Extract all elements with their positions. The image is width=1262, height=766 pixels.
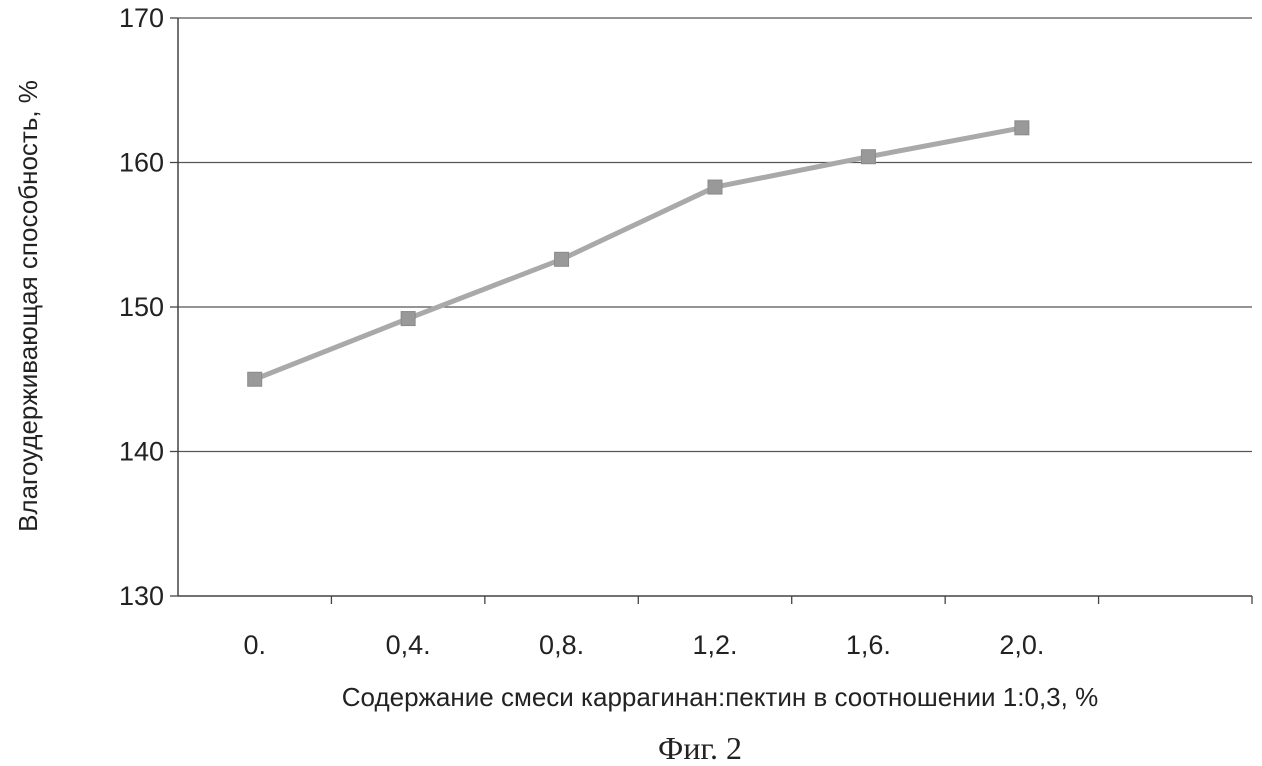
y-tick-label: 130 [119,581,164,611]
x-tick-label: 0,8. [539,630,584,660]
x-tick-label: 1,6. [846,630,891,660]
x-axis-label: Содержание смеси каррагинан:пектин в соо… [342,682,1098,712]
y-tick-label: 150 [119,292,164,322]
y-tick-labels: 130 140 150 160 170 [119,3,164,611]
x-tick-label: 0. [243,630,266,660]
y-axis-label: Влагоудерживающая способность, % [13,80,43,532]
series [248,121,1029,386]
series-line [255,128,1022,379]
x-tick-label: 2,0. [999,630,1044,660]
data-point [401,312,415,326]
x-tick-label: 1,2. [692,630,737,660]
data-point [708,180,722,194]
y-tick-label: 160 [119,148,164,178]
axes [170,18,1252,604]
x-tick-label: 0,4. [386,630,431,660]
data-point [555,252,569,266]
gridlines [178,18,1252,452]
data-point [1015,121,1029,135]
y-tick-label: 170 [119,3,164,33]
data-point [248,372,262,386]
data-point [861,150,875,164]
y-tick-label: 140 [119,437,164,467]
x-tick-labels: 0. 0,4. 0,8. 1,2. 1,6. 2,0. [243,630,1044,660]
figure-caption: Фиг. 2 [658,730,742,766]
